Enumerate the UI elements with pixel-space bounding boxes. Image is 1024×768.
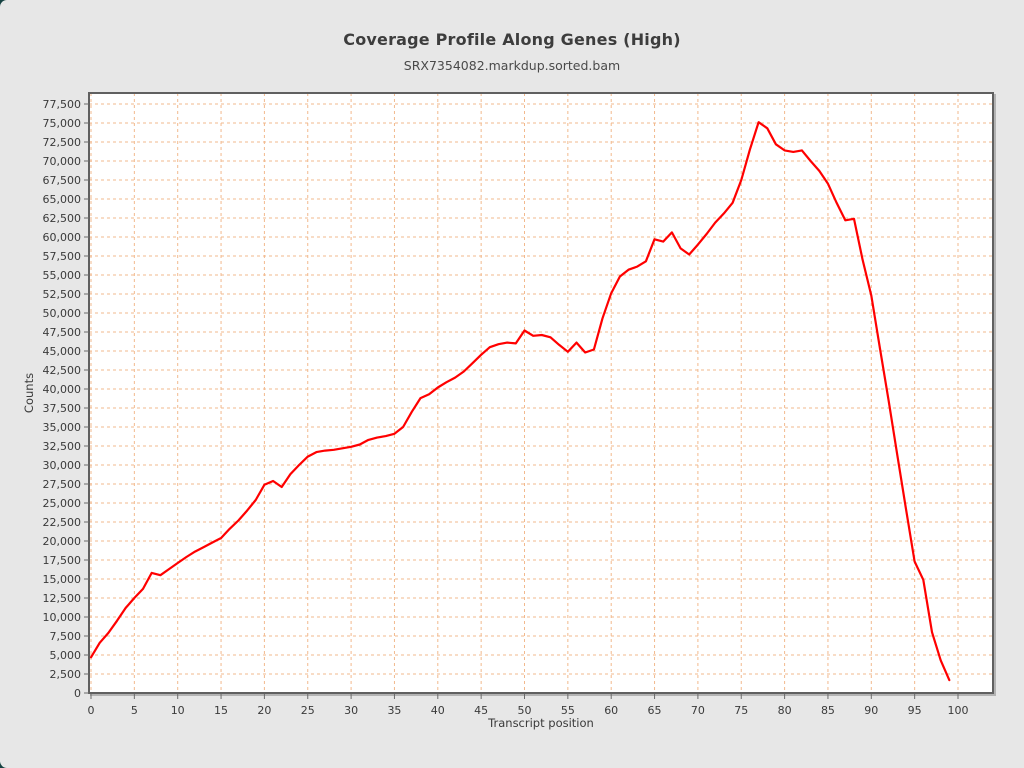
y-tick-label: 60,000 [43,231,82,244]
y-tick-label: 77,500 [43,98,82,111]
y-tick-label: 15,000 [43,573,82,586]
x-tick-label: 90 [864,704,878,717]
y-tick-label: 20,000 [43,535,82,548]
y-tick-label: 75,000 [43,117,82,130]
x-tick-label: 45 [474,704,488,717]
x-tick-label: 5 [131,704,138,717]
x-tick-label: 60 [604,704,618,717]
plot-background [89,93,993,693]
x-tick-label: 70 [691,704,705,717]
y-axis-label: Counts [22,373,36,413]
chart-subtitle: SRX7354082.markdup.sorted.bam [403,58,621,73]
x-tick-label: 40 [431,704,445,717]
y-tick-label: 52,500 [43,288,82,301]
y-tick-label: 17,500 [43,554,82,567]
y-tick-label: 70,000 [43,155,82,168]
y-tick-label: 65,000 [43,193,82,206]
y-tick-label: 7,500 [50,630,82,643]
y-tick-label: 62,500 [43,212,82,225]
x-tick-label: 15 [214,704,228,717]
x-tick-label: 10 [171,704,185,717]
y-tick-label: 55,000 [43,269,82,282]
y-tick-label: 5,000 [50,649,82,662]
y-tick-label: 10,000 [43,611,82,624]
y-tick-label: 42,500 [43,364,82,377]
y-tick-label: 27,500 [43,478,82,491]
y-tick-label: 45,000 [43,345,82,358]
y-tick-label: 32,500 [43,440,82,453]
x-tick-label: 85 [821,704,835,717]
coverage-line [89,121,951,682]
y-tick-label: 40,000 [43,383,82,396]
x-tick-label: 35 [387,704,401,717]
x-tick-label: 50 [518,704,532,717]
y-tick-label: 2,500 [50,668,82,681]
y-tick-label: 0 [74,687,81,700]
y-tick-label: 72,500 [43,136,82,149]
y-tick-label: 22,500 [43,516,82,529]
y-tick-label: 25,000 [43,497,82,510]
y-tick-label: 30,000 [43,459,82,472]
chart-title: Coverage Profile Along Genes (High) [343,30,681,49]
x-tick-label: 80 [778,704,792,717]
y-tick-label: 35,000 [43,421,82,434]
x-axis-label: Transcript position [487,716,594,730]
y-tick-label: 50,000 [43,307,82,320]
y-tick-label: 67,500 [43,174,82,187]
x-tick-label: 55 [561,704,575,717]
x-tick-label: 75 [734,704,748,717]
x-tick-label: 0 [88,704,95,717]
plot-border [88,92,994,694]
x-tick-label: 25 [301,704,315,717]
x-tick-label: 65 [648,704,662,717]
y-tick-label: 57,500 [43,250,82,263]
y-tick-label: 47,500 [43,326,82,339]
x-tick-label: 95 [908,704,922,717]
x-tick-label: 100 [948,704,969,717]
y-tick-label: 37,500 [43,402,82,415]
x-tick-label: 20 [257,704,271,717]
y-tick-label: 12,500 [43,592,82,605]
x-tick-label: 30 [344,704,358,717]
